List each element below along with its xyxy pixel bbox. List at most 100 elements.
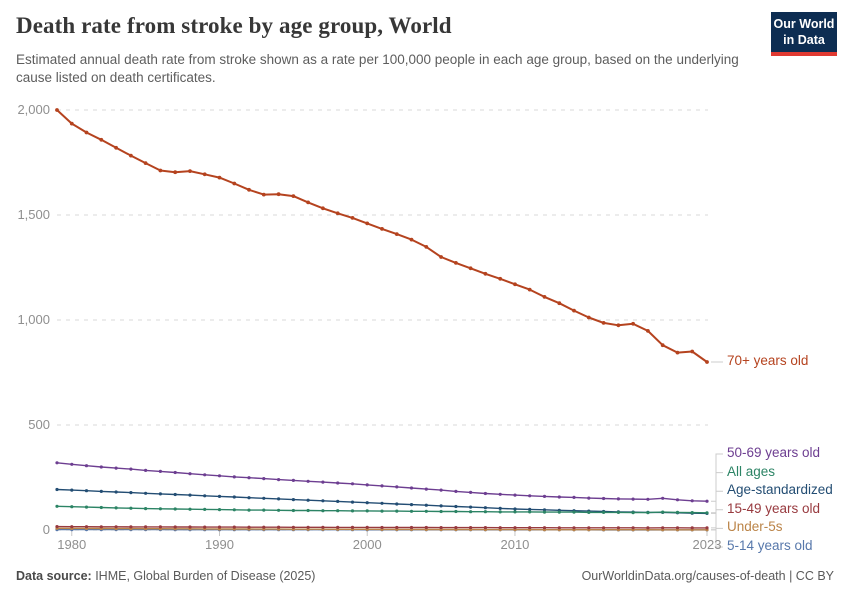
data-point <box>188 472 192 476</box>
data-point <box>557 526 561 530</box>
data-point <box>454 261 458 265</box>
data-point <box>690 510 694 515</box>
legend-item-all-ages[interactable]: All ages <box>727 463 776 479</box>
data-point <box>409 486 414 490</box>
data-point <box>217 508 222 512</box>
data-point <box>528 510 532 514</box>
series-line <box>56 109 708 363</box>
data-point <box>439 504 443 508</box>
data-point <box>380 509 384 513</box>
data-point <box>705 360 709 364</box>
data-point <box>69 121 74 126</box>
data-point <box>468 266 473 271</box>
data-point <box>203 494 207 498</box>
data-point <box>483 271 488 276</box>
data-point <box>380 484 384 488</box>
data-point <box>276 192 281 197</box>
data-point <box>572 510 576 514</box>
legend-item-15-49-years-old[interactable]: 15-49 years old <box>727 500 821 516</box>
data-point <box>705 499 709 503</box>
owid-logo[interactable]: Our World in Data <box>771 12 837 57</box>
data-source-label: Data source: <box>16 569 92 583</box>
data-point <box>173 170 178 175</box>
data-point <box>217 494 222 498</box>
data-point <box>557 301 562 306</box>
data-point <box>631 510 635 515</box>
data-point <box>321 206 325 211</box>
data-point <box>336 509 340 513</box>
data-point <box>646 526 650 530</box>
data-point <box>291 478 295 482</box>
data-point <box>586 315 591 320</box>
data-point <box>557 495 561 499</box>
data-point <box>616 526 621 530</box>
legend-item-50-69-years-old[interactable]: 50-69 years old <box>727 445 821 460</box>
data-point <box>144 525 148 529</box>
data-point <box>321 525 325 529</box>
data-point <box>439 488 443 492</box>
data-point <box>690 499 694 503</box>
data-point <box>542 508 547 512</box>
legend-item-70-years-old[interactable]: 70+ years old <box>727 353 809 368</box>
data-point <box>483 506 487 510</box>
data-point <box>528 494 532 498</box>
data-point <box>217 525 222 529</box>
data-point <box>217 474 222 478</box>
legend-leader-line <box>711 472 723 514</box>
data-point <box>646 497 650 501</box>
legend-leader-line <box>711 509 723 529</box>
data-point <box>129 506 133 510</box>
data-point <box>380 227 384 231</box>
legend-leader-line <box>711 490 723 514</box>
series-line <box>56 462 708 502</box>
owid-logo-line1: Our World <box>773 17 835 31</box>
data-point <box>527 287 532 292</box>
data-point <box>395 485 399 489</box>
data-point <box>203 525 207 529</box>
legend-item-5-14-years-old[interactable]: 5-14 years old <box>727 538 813 553</box>
data-point <box>143 161 148 166</box>
data-point <box>572 526 576 530</box>
data-point <box>70 525 74 529</box>
data-point <box>202 172 207 177</box>
data-point <box>616 497 621 501</box>
data-point <box>616 323 621 328</box>
data-point <box>247 476 251 480</box>
data-point <box>232 525 236 529</box>
data-point <box>144 468 148 472</box>
data-point <box>114 525 118 529</box>
data-point <box>675 526 680 530</box>
data-point <box>55 487 59 492</box>
data-point <box>277 508 281 512</box>
data-point <box>454 489 458 493</box>
data-point <box>277 478 281 482</box>
data-point <box>661 526 665 530</box>
data-point <box>158 469 162 473</box>
data-point <box>513 526 517 530</box>
data-point <box>705 511 709 515</box>
data-point <box>409 525 414 530</box>
data-point <box>84 130 89 135</box>
data-point <box>247 508 251 512</box>
data-point <box>365 221 370 226</box>
data-point <box>291 498 295 502</box>
legend-item-under-5s[interactable]: Under-5s <box>727 519 783 535</box>
data-point <box>84 489 89 493</box>
data-point <box>144 507 148 511</box>
data-point <box>602 510 606 514</box>
data-point <box>291 508 295 513</box>
data-point <box>542 526 547 530</box>
data-point <box>232 181 237 186</box>
data-point <box>439 255 443 259</box>
data-point <box>675 510 680 514</box>
data-point <box>321 499 325 503</box>
credit-link[interactable]: OurWorldinData.org/causes-of-death | CC … <box>581 569 834 583</box>
data-point <box>469 526 473 530</box>
x-tick-label: 1990 <box>205 537 234 552</box>
data-point <box>395 509 399 513</box>
legend-item-age-standardized[interactable]: Age-standardized <box>727 482 833 498</box>
data-point <box>232 508 236 512</box>
data-point <box>350 509 355 513</box>
data-point <box>394 232 399 237</box>
